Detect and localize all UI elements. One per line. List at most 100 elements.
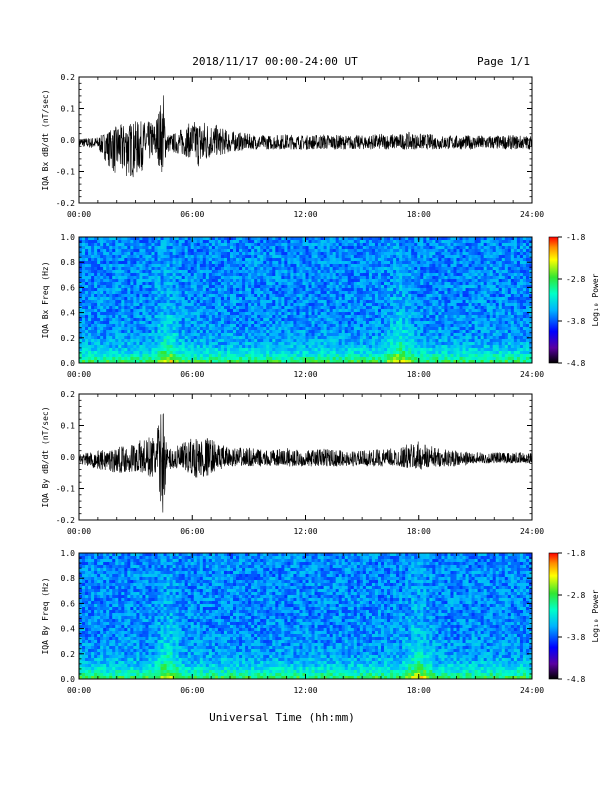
spectrogram-cell	[260, 309, 264, 313]
spectrogram-cell	[115, 249, 119, 253]
spectrogram-cell	[320, 324, 325, 328]
spectrogram-cell	[202, 252, 207, 256]
spectrogram-cell	[335, 273, 340, 277]
spectrogram-cell	[423, 330, 427, 334]
spectrogram-cell	[118, 285, 122, 289]
spectrogram-cell	[121, 303, 125, 307]
spectrogram-cell	[121, 306, 125, 310]
spectrogram-cell	[97, 297, 101, 301]
spectrogram-cell	[414, 276, 418, 280]
spectrogram-cell	[181, 273, 186, 277]
spectrogram-cell	[145, 273, 149, 277]
spectrogram-cell	[272, 291, 276, 295]
spectrogram-cell	[166, 324, 170, 328]
spectrogram-cell	[214, 357, 219, 361]
spectrogram-cell	[374, 357, 379, 361]
spectrogram-cell	[239, 255, 243, 259]
spectrogram-cell	[178, 297, 183, 301]
spectrogram-cell	[223, 276, 228, 280]
spectrogram-cell	[293, 267, 297, 271]
spectrogram-cell	[350, 345, 355, 349]
spectrogram-cell	[248, 237, 252, 241]
spectrogram-cell	[208, 288, 213, 292]
spectrogram-cell	[353, 273, 358, 277]
spectrogram-cell	[396, 270, 400, 274]
spectrogram-cell	[178, 279, 183, 283]
spectrogram-cell	[323, 282, 328, 286]
spectrogram-cell	[157, 324, 161, 328]
spectrogram-cell	[223, 249, 228, 253]
spectrogram-cell	[106, 336, 110, 340]
spectrogram-cell	[139, 306, 143, 310]
spectrogram-cell	[308, 243, 312, 247]
spectrogram-cell	[260, 288, 264, 292]
spectrogram-cell	[390, 300, 394, 304]
spectrogram-cell	[293, 285, 297, 289]
spectrogram-cell	[223, 336, 228, 340]
spectrogram-cell	[402, 297, 406, 301]
spectrogram-cell	[109, 249, 113, 253]
spectrogram-cell	[214, 261, 219, 265]
spectrogram-cell	[85, 288, 89, 292]
spectrogram-cell	[314, 279, 318, 283]
spectrogram-cell	[393, 357, 397, 361]
spectrogram-cell	[157, 300, 161, 304]
spectrogram-cell	[121, 279, 125, 283]
spectrogram-cell	[374, 270, 379, 274]
spectrogram-cell	[371, 276, 376, 280]
spectrogram-cell	[187, 270, 192, 274]
spectrogram-cell	[408, 282, 412, 286]
spectrogram-cell	[220, 348, 225, 352]
spectrogram-cell	[387, 306, 391, 310]
spectrogram-cell	[100, 336, 104, 340]
spectrogram-cell	[359, 261, 364, 265]
spectrogram-cell	[377, 252, 382, 256]
spectrogram-cell	[106, 312, 110, 316]
spectrogram-cell	[136, 279, 140, 283]
spectrogram-cell	[169, 333, 174, 337]
spectrogram-cell	[399, 321, 403, 325]
spectrogram-cell	[302, 291, 306, 295]
spectrogram-cell	[335, 315, 340, 319]
spectrogram-cell	[127, 354, 131, 358]
spectrogram-cell	[142, 336, 146, 340]
spectrogram-cell	[308, 252, 312, 256]
spectrogram-cell	[97, 318, 101, 322]
spectrogram-cell	[314, 342, 318, 346]
spectrogram-cell	[91, 288, 95, 292]
spectrogram-cell	[390, 354, 394, 358]
spectrogram-cell	[408, 321, 412, 325]
spectrogram-cell	[199, 297, 204, 301]
spectrogram-cell	[196, 333, 201, 337]
spectrogram-cell	[317, 309, 321, 313]
spectrogram-cell	[377, 243, 382, 247]
spectrogram-cell	[426, 282, 430, 286]
spectrogram-cell	[181, 351, 186, 355]
y-tick-label: 0.1	[61, 105, 76, 114]
spectrogram-cell	[242, 342, 246, 346]
spectrogram-cell	[124, 345, 128, 349]
spectrogram-cell	[130, 267, 134, 271]
spectrogram-cell	[423, 300, 427, 304]
spectrogram-cell	[423, 273, 427, 277]
spectrogram-cell	[157, 351, 161, 355]
spectrogram-cell	[272, 324, 276, 328]
spectrogram-cell	[109, 315, 113, 319]
spectrogram-cell	[338, 255, 343, 259]
spectrogram-cell	[248, 354, 252, 358]
spectrogram-cell	[350, 324, 355, 328]
spectrogram-cell	[160, 255, 164, 259]
spectrogram-cell	[91, 255, 95, 259]
spectrogram-cell	[208, 309, 213, 313]
spectrogram-cell	[202, 255, 207, 259]
spectrogram-cell	[275, 294, 279, 298]
spectrogram-cell	[408, 261, 412, 265]
spectrogram-cell	[326, 342, 331, 346]
spectrogram-cell	[405, 351, 409, 355]
spectrogram-cell	[79, 327, 83, 331]
spectrogram-cell	[402, 351, 406, 355]
spectrogram-cell	[405, 240, 409, 244]
spectrogram-cell	[371, 288, 376, 292]
spectrogram-cell	[326, 264, 331, 268]
spectrogram-cell	[347, 345, 352, 349]
